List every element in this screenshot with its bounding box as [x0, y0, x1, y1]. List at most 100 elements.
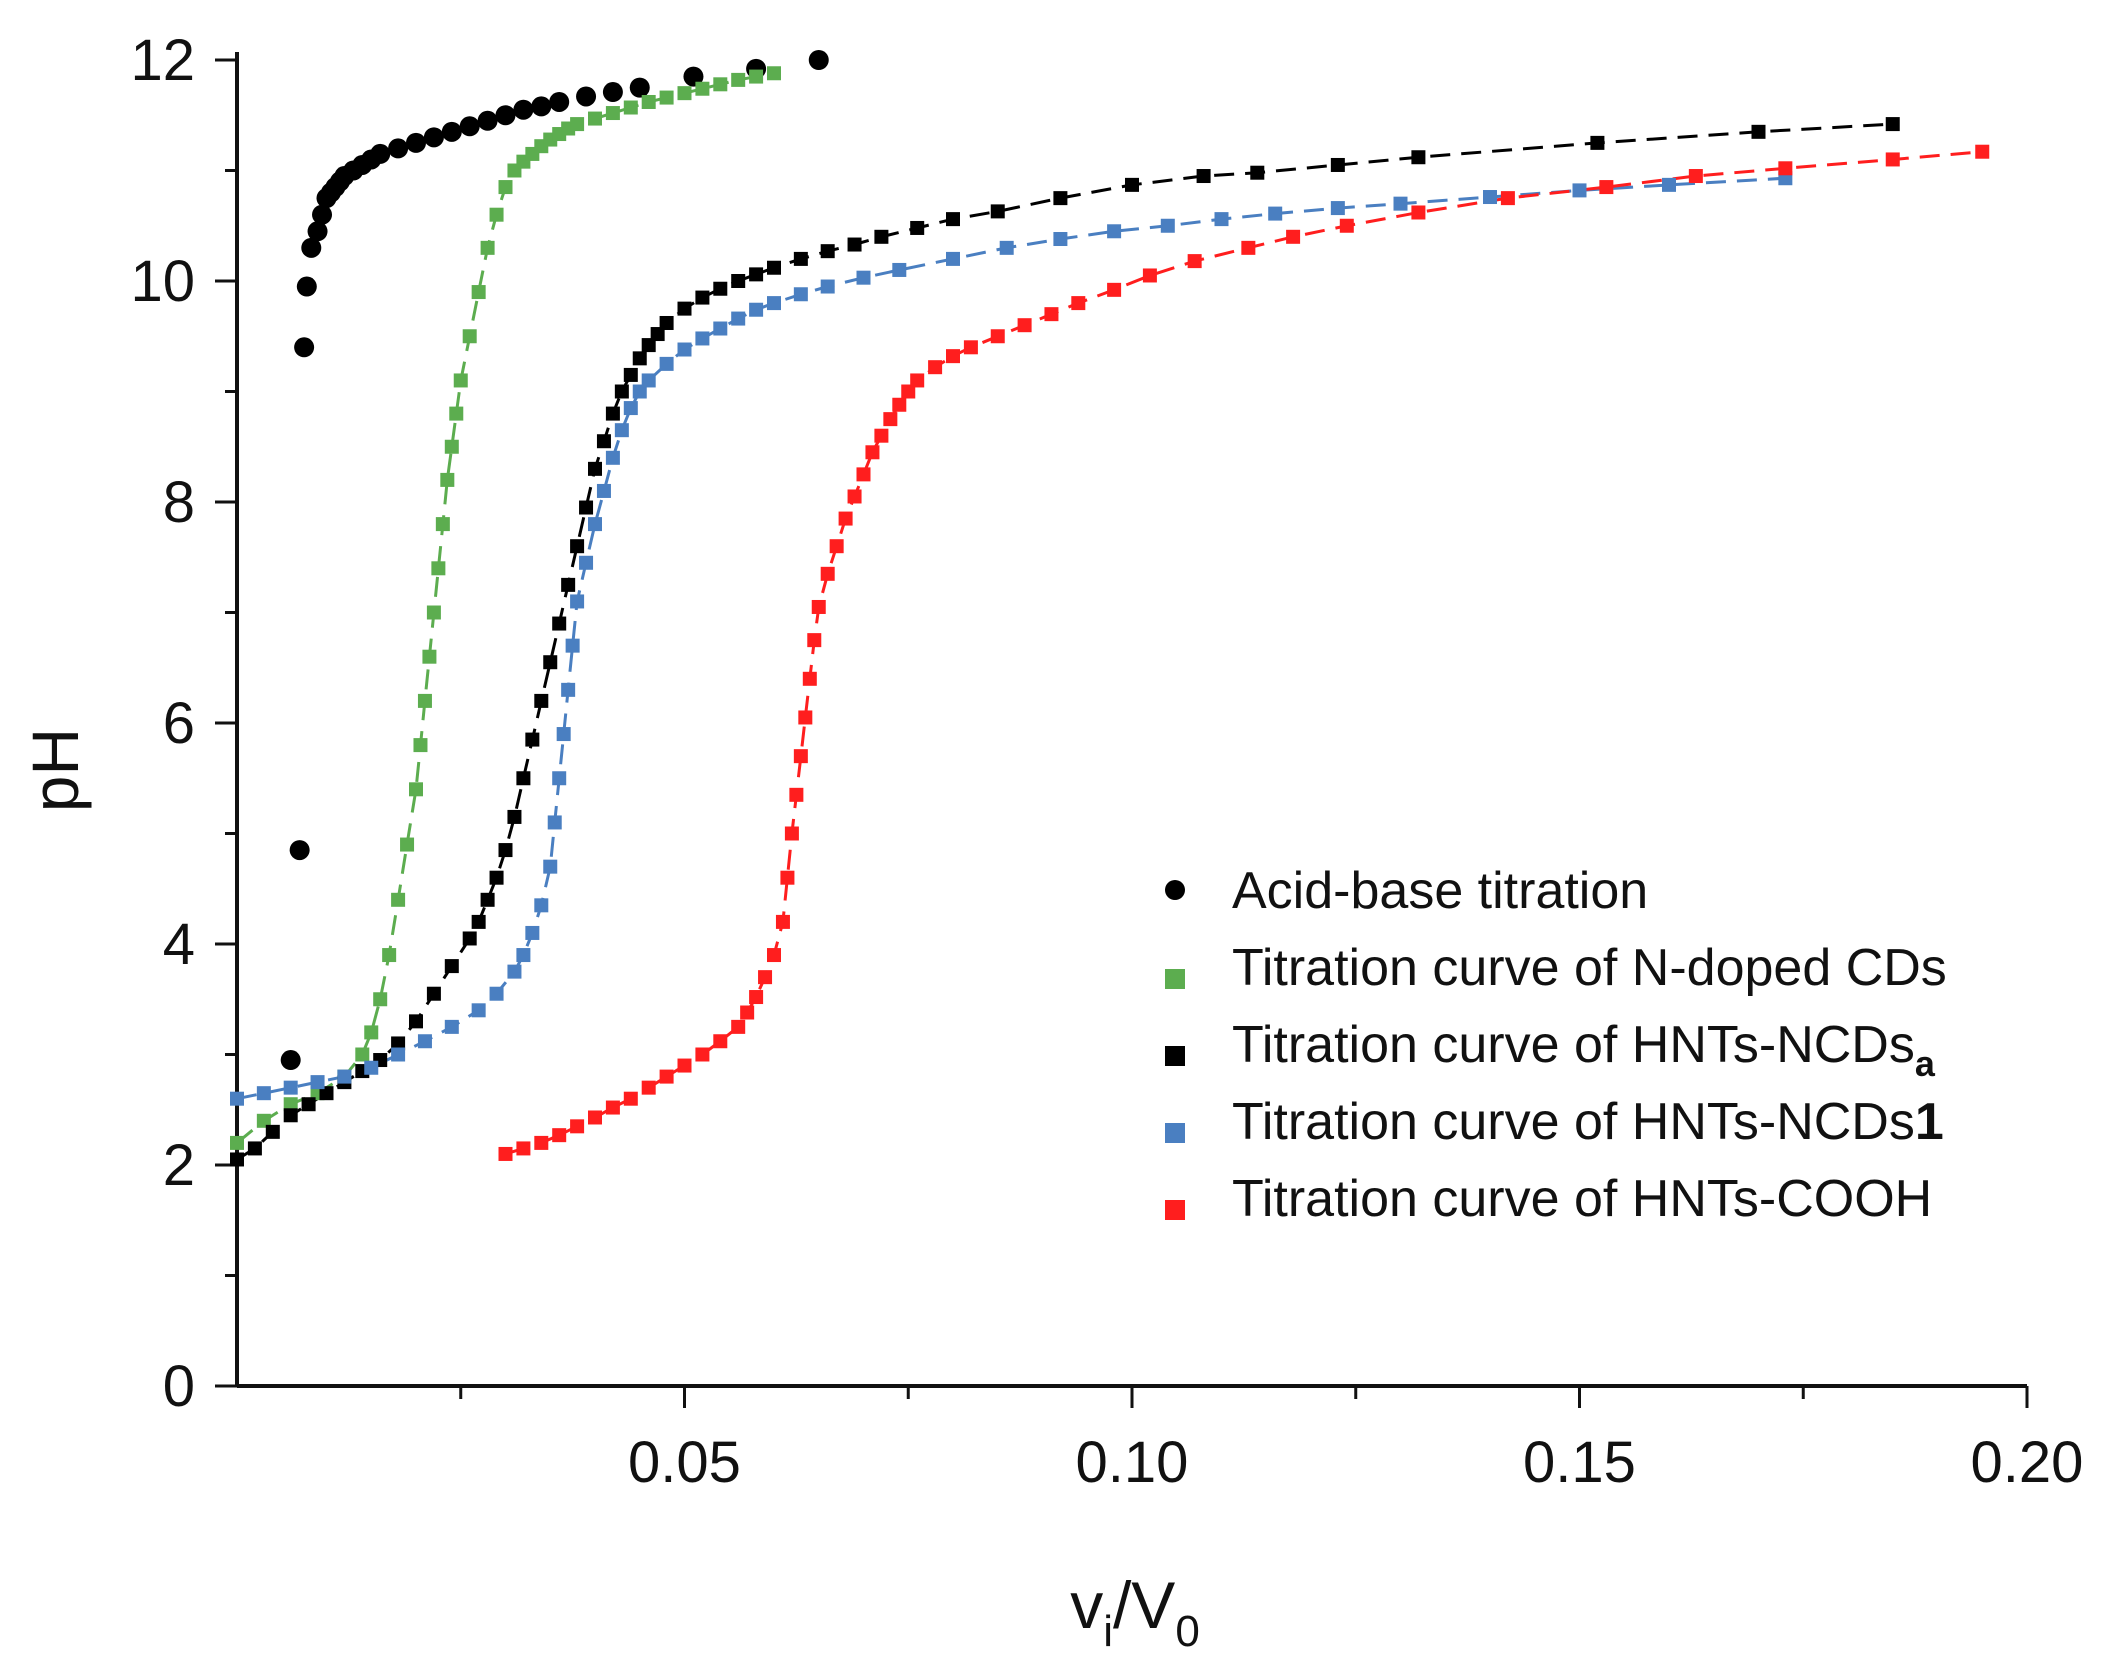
- point-hnts1: [892, 262, 907, 277]
- point-acid: [513, 99, 534, 120]
- x-tick-label: 0.10: [1076, 1430, 1189, 1495]
- point-hntsa: [731, 274, 746, 288]
- point-ncd: [400, 837, 415, 852]
- fit-line-cooh: [505, 150, 1983, 1156]
- legend-label-ncd: Titration curve of N-doped CDs: [1232, 939, 1947, 997]
- point-hnts1: [677, 342, 692, 357]
- point-cooh: [780, 870, 795, 885]
- point-hntsa: [990, 204, 1005, 219]
- point-ncd: [498, 180, 513, 195]
- x-axis-title-base: v: [1070, 1568, 1103, 1642]
- point-hntsa: [561, 577, 576, 592]
- point-hnts1: [946, 251, 960, 266]
- point-acid: [683, 66, 704, 87]
- point-cooh: [713, 1034, 728, 1049]
- legend-marker-cooh: [1165, 1200, 1185, 1220]
- point-cooh: [928, 360, 943, 375]
- point-hnts1: [856, 270, 871, 285]
- point-hntsa: [516, 771, 531, 786]
- point-hnts1: [659, 356, 674, 371]
- point-cooh: [1241, 240, 1256, 255]
- legend-label-text: Acid-base titration: [1232, 862, 1648, 920]
- y-tick-label: 4: [163, 912, 195, 977]
- point-cooh: [758, 970, 773, 985]
- point-cooh: [659, 1069, 674, 1084]
- point-hntsa: [319, 1086, 334, 1101]
- point-hnts1: [364, 1060, 379, 1075]
- point-ncd: [749, 69, 764, 84]
- point-hntsa: [650, 327, 665, 342]
- y-tick-label: 12: [130, 28, 195, 93]
- point-cooh: [807, 633, 822, 648]
- point-hnts1: [605, 450, 620, 465]
- point-cooh: [677, 1058, 692, 1073]
- point-hntsa: [596, 434, 611, 449]
- markers-layer: [230, 50, 1990, 1167]
- legend-label-text: Titration curve of HNTs-COOH: [1232, 1170, 1932, 1228]
- point-hntsa: [1411, 150, 1426, 165]
- point-ncd: [453, 373, 468, 388]
- point-cooh: [1017, 318, 1032, 333]
- point-hnts1: [767, 296, 781, 311]
- point-hnts1: [579, 555, 594, 570]
- point-hntsa: [462, 931, 477, 946]
- point-acid: [312, 204, 333, 225]
- point-ncd: [382, 948, 397, 963]
- y-tick-label: 10: [130, 249, 195, 314]
- x-tick-label: 0.05: [628, 1430, 741, 1495]
- fit-line-ncd: [236, 71, 775, 1145]
- point-acid: [280, 1050, 301, 1071]
- point-cooh: [731, 1019, 746, 1034]
- point-cooh: [516, 1141, 531, 1156]
- x-axis-title-sub2: 0: [1175, 1607, 1199, 1656]
- x-axis-title-sub: i: [1103, 1607, 1113, 1656]
- point-hntsa: [632, 351, 647, 366]
- point-hnts1: [256, 1086, 271, 1101]
- point-hnts1: [588, 517, 602, 532]
- point-cooh: [874, 428, 889, 443]
- point-hnts1: [556, 727, 571, 742]
- y-tick-label: 2: [163, 1133, 195, 1198]
- point-ncd: [713, 77, 728, 92]
- point-cooh: [1688, 169, 1703, 184]
- point-cooh: [811, 599, 826, 614]
- point-hnts1: [417, 1034, 432, 1049]
- point-hntsa: [749, 267, 764, 282]
- point-hntsa: [847, 237, 862, 252]
- point-hntsa: [641, 338, 656, 353]
- point-hnts1: [749, 302, 764, 317]
- point-hnts1: [695, 331, 710, 346]
- point-hntsa: [1125, 177, 1139, 192]
- point-hnts1: [391, 1047, 406, 1062]
- point-ncd: [422, 649, 437, 664]
- point-hntsa: [1250, 165, 1265, 180]
- point-acid: [441, 121, 462, 142]
- point-hntsa: [793, 251, 808, 266]
- point-hntsa: [283, 1108, 298, 1123]
- point-acid: [289, 840, 310, 861]
- point-hntsa: [588, 461, 602, 476]
- point-cooh: [588, 1110, 602, 1125]
- point-hntsa: [471, 914, 486, 929]
- point-cooh: [793, 749, 808, 764]
- point-acid: [549, 91, 570, 112]
- point-acid: [477, 110, 498, 131]
- legend-marker-ncd: [1165, 969, 1185, 989]
- point-hnts1: [471, 1003, 486, 1018]
- point-hnts1: [552, 771, 567, 786]
- point-cooh: [883, 412, 898, 427]
- point-hntsa: [1885, 117, 1900, 132]
- point-hnts1: [596, 483, 611, 498]
- point-ncd: [659, 90, 674, 105]
- legend-label-acid: Acid-base titration: [1232, 862, 1648, 920]
- y-tick-label: 8: [163, 470, 195, 535]
- point-hnts1: [283, 1080, 298, 1095]
- legend-label-text: Titration curve of HNTs-NCDs: [1232, 1093, 1915, 1151]
- point-cooh: [946, 349, 960, 364]
- point-hntsa: [391, 1036, 406, 1051]
- point-hnts1: [713, 321, 728, 336]
- point-ncd: [605, 106, 620, 121]
- legend-marker-acid: [1165, 880, 1185, 900]
- point-hntsa: [265, 1124, 280, 1139]
- point-hntsa: [230, 1152, 244, 1167]
